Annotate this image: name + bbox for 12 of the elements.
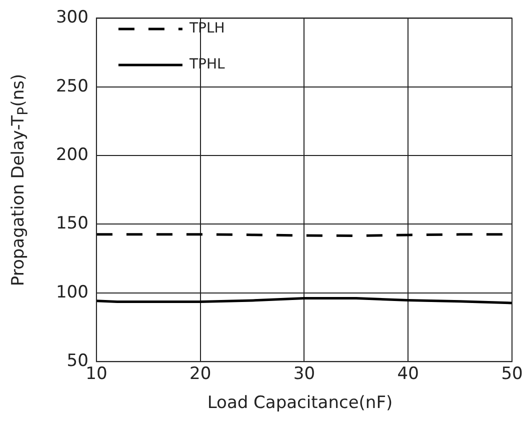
x-tick-label: 20	[190, 364, 212, 384]
y-tick-label: 50	[66, 351, 88, 372]
y-tick-label: 300	[56, 8, 88, 28]
y-tick-label: 150	[56, 214, 88, 234]
y-tick-label: 200	[56, 144, 88, 165]
x-tick-label: 50	[501, 364, 523, 384]
y-tick-label: 100	[56, 282, 88, 302]
x-tick-label: 40	[397, 364, 419, 384]
x-tick-label: 30	[293, 364, 316, 384]
y-tick-label: 250	[56, 76, 88, 96]
x-tick-label: 10	[86, 364, 108, 384]
x-axis-title: Load Capacitance(nF)	[206, 393, 394, 413]
